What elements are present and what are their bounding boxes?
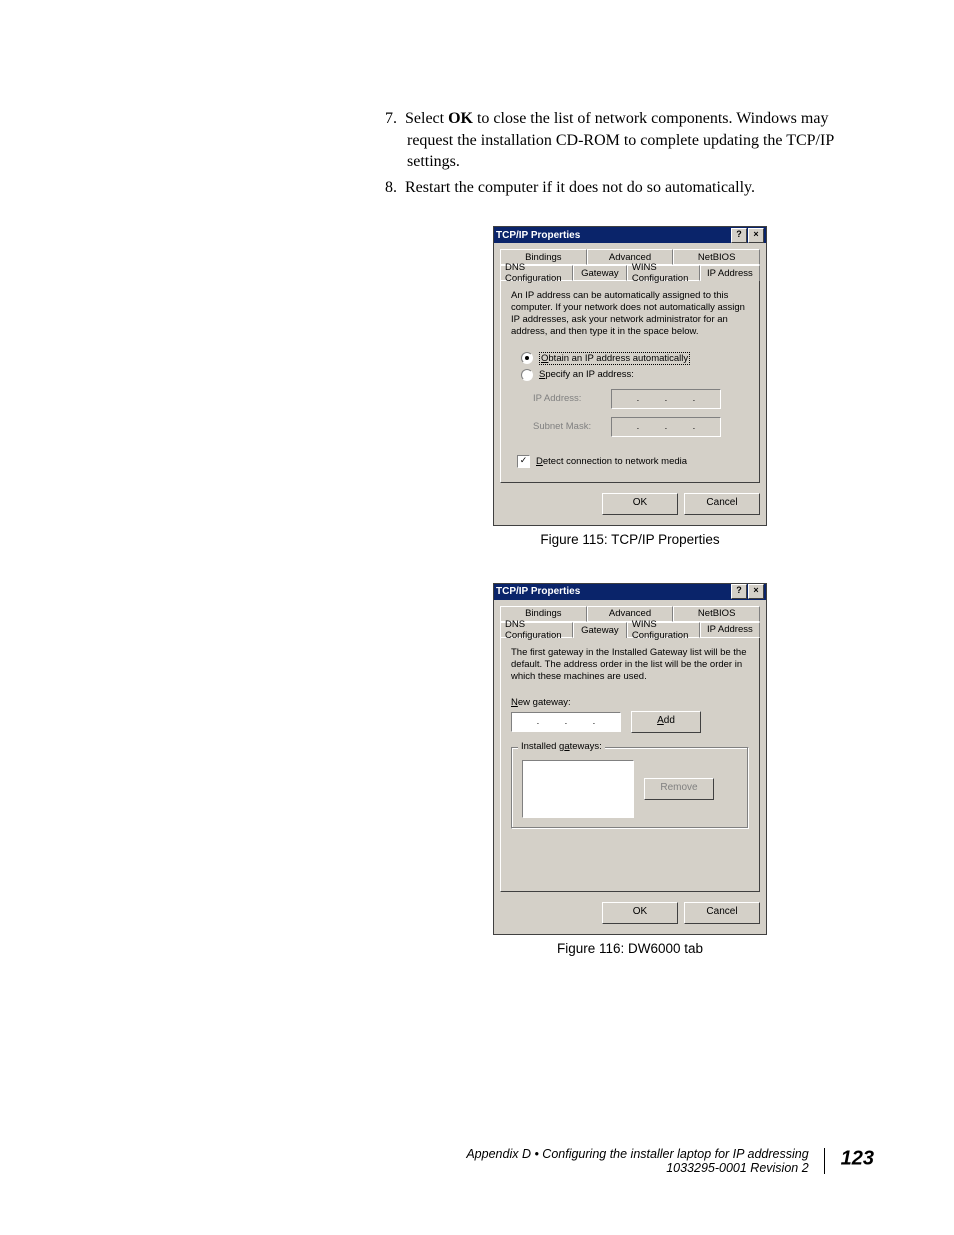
tcpip-dialog-1: TCP/IP Properties ? × Bindings Advanced … (493, 226, 767, 526)
tab-dns-2[interactable]: DNS Configuration (500, 622, 573, 638)
radio-obtain-label: btain an IP address automatically (548, 353, 688, 364)
radio-specify[interactable] (521, 369, 533, 381)
step-8-text: Restart the computer if it does not do s… (405, 179, 755, 196)
figure-115-caption: Figure 115: TCP/IP Properties (540, 532, 719, 547)
remove-button: Remove (644, 778, 714, 800)
ip-address-row: IP Address: . . . (533, 389, 749, 409)
add-button[interactable]: Add (631, 711, 701, 733)
step-7-bold: OK (448, 110, 473, 127)
tab-wins-2[interactable]: WINS Configuration (627, 622, 700, 638)
help-button-2[interactable]: ? (731, 584, 747, 599)
tab-gateway-1[interactable]: Gateway (573, 265, 627, 281)
ok-button-2[interactable]: OK (602, 902, 678, 924)
installed-gateways-label: Installed gateways: (518, 741, 605, 752)
titlebar-2: TCP/IP Properties ? × (494, 584, 766, 600)
footer-line1: Appendix D • Configuring the installer l… (466, 1147, 808, 1161)
dialog2-info: The first gateway in the Installed Gatew… (511, 647, 749, 683)
radio-specify-label: pecify an IP address: (545, 369, 634, 380)
radio-obtain[interactable] (521, 352, 533, 364)
tab-dns-1[interactable]: DNS Configuration (500, 265, 573, 281)
page-content: 7. Select OK to close the list of networ… (385, 108, 875, 956)
new-gateway-input[interactable]: . . . (511, 712, 621, 732)
ip-address-label: IP Address: (533, 393, 603, 404)
ok-button-1[interactable]: OK (602, 493, 678, 515)
figure-116-caption: Figure 116: DW6000 tab (557, 941, 703, 956)
subnet-mask-row: Subnet Mask: . . . (533, 417, 749, 437)
page-number: 123 (841, 1147, 874, 1169)
radio-obtain-row[interactable]: Obtain an IP address automatically (521, 352, 749, 365)
cancel-button-1[interactable]: Cancel (684, 493, 760, 515)
close-button-2[interactable]: × (748, 584, 764, 599)
radio-specify-row[interactable]: Specify an IP address: (521, 369, 749, 381)
figure-115-wrap: TCP/IP Properties ? × Bindings Advanced … (385, 226, 875, 547)
tcpip-dialog-2: TCP/IP Properties ? × Bindings Advanced … (493, 583, 767, 935)
page-footer: Appendix D • Configuring the installer l… (466, 1147, 874, 1175)
cancel-button-2[interactable]: Cancel (684, 902, 760, 924)
subnet-mask-input: . . . (611, 417, 721, 437)
dialog2-title: TCP/IP Properties (496, 586, 580, 597)
detect-connection-row[interactable]: ✓ Detect connection to network media (517, 455, 749, 468)
tab-gateway-2[interactable]: Gateway (573, 622, 627, 638)
help-button-1[interactable]: ? (731, 228, 747, 243)
footer-line2: 1033295-0001 Revision 2 (666, 1161, 808, 1175)
tab-wins-1[interactable]: WINS Configuration (627, 265, 700, 281)
step-8: 8. Restart the computer if it does not d… (385, 177, 875, 199)
ip-address-input: . . . (611, 389, 721, 409)
tab-ipaddress-2[interactable]: IP Address (700, 622, 760, 638)
step-7: 7. Select OK to close the list of networ… (385, 108, 875, 173)
dialog1-info: An IP address can be automatically assig… (511, 290, 749, 338)
tab-ipaddress-1[interactable]: IP Address (700, 265, 760, 281)
detect-connection-checkbox[interactable]: ✓ (517, 455, 530, 468)
step-8-num: 8. (385, 179, 397, 196)
subnet-mask-label: Subnet Mask: (533, 421, 603, 432)
step-7-pre: Select (405, 110, 448, 127)
figure-116-wrap: TCP/IP Properties ? × Bindings Advanced … (385, 583, 875, 956)
new-gateway-label: New gateway: (511, 697, 749, 708)
titlebar-1: TCP/IP Properties ? × (494, 227, 766, 243)
dialog1-title: TCP/IP Properties (496, 230, 580, 241)
detect-connection-label: etect connection to network media (543, 456, 687, 467)
close-button-1[interactable]: × (748, 228, 764, 243)
installed-gateways-group: Installed gateways: Remove (511, 747, 749, 829)
installed-gateways-list[interactable] (522, 760, 634, 818)
step-7-num: 7. (385, 110, 397, 127)
